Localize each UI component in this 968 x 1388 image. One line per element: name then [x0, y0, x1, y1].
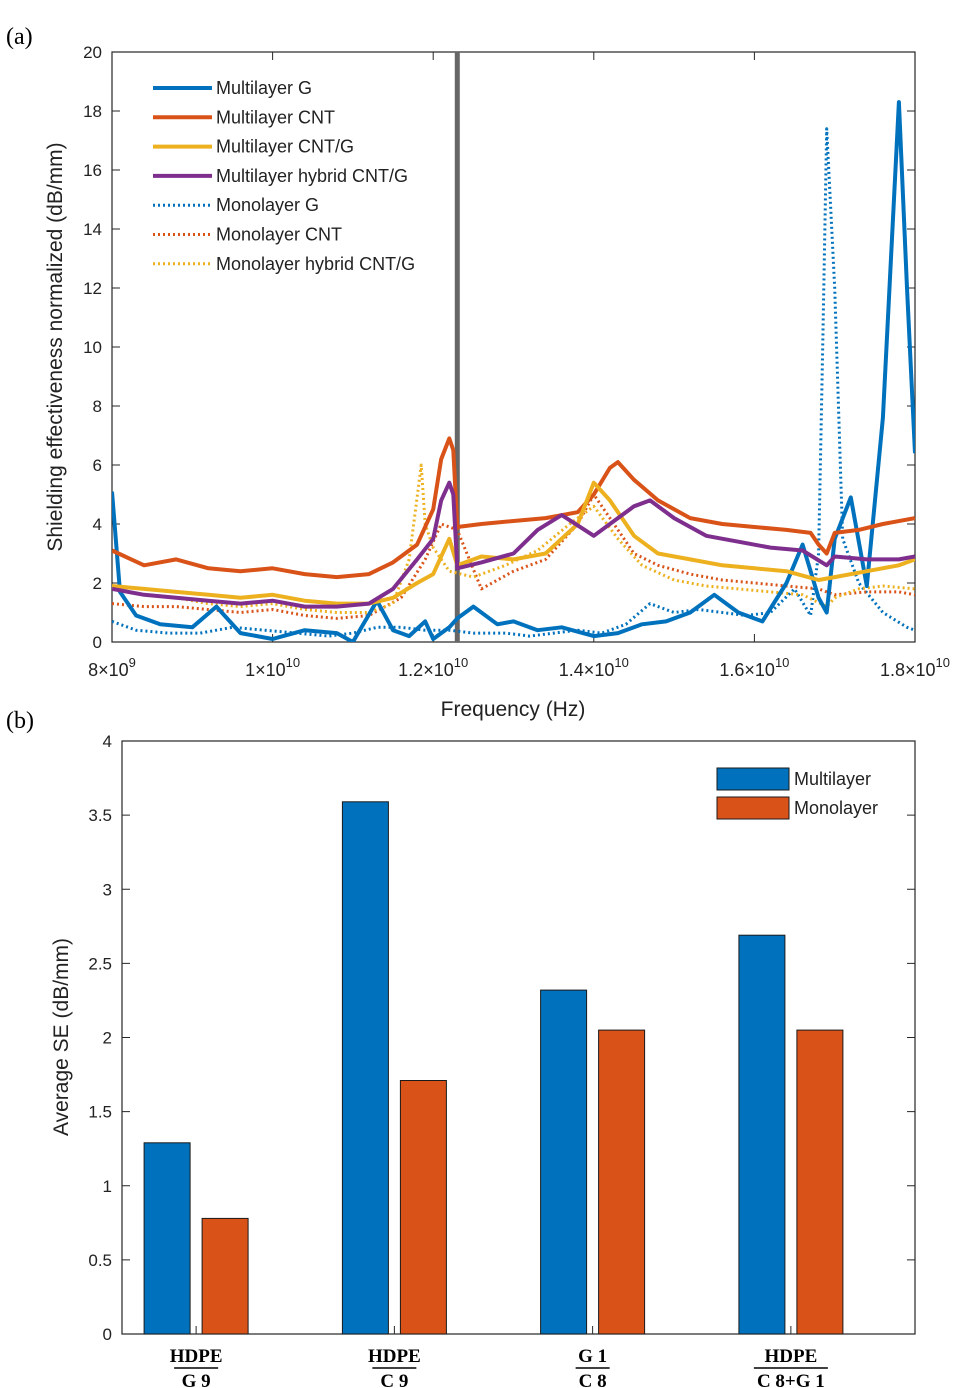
- panel-a-shielding-effectiveness-chart: (a) 0 2 4 6 8 10 12 14 16 18 20 8×109 1×1010 1.2×1010 1…: [6, 24, 950, 721]
- y-tick-label: 3.5: [88, 806, 112, 825]
- y-tick-label: 20: [83, 43, 102, 62]
- legend-swatch-multilayer: [716, 767, 790, 791]
- panel-a-plot-area: [111, 51, 916, 643]
- x-tick-label-denominator: G 9: [182, 1371, 211, 1388]
- y-tick-label: 2: [103, 1029, 112, 1048]
- y-tick-label: 3: [103, 880, 112, 899]
- panel-b-label: (b): [6, 708, 34, 734]
- x-axis-title: Frequency (Hz): [441, 698, 586, 721]
- x-tick-label-denominator: C 9: [380, 1371, 408, 1388]
- x-tick-label: 1.8×1010: [880, 655, 950, 680]
- y-tick-label: 6: [93, 456, 102, 475]
- series-line-monolayer-hybrid-cnt-g: [112, 463, 915, 614]
- x-tick-label-numerator: HDPE: [368, 1346, 421, 1367]
- y-tick-label: 2.5: [88, 954, 112, 973]
- y-axis-title: Shielding effectiveness normalized (dB/m…: [44, 142, 67, 551]
- legend-label-multilayer-g: Multilayer G: [216, 78, 312, 98]
- y-tick-label: 12: [83, 279, 102, 298]
- y-tick-label: 1.5: [88, 1103, 112, 1122]
- bar-monolayer-3: [598, 1029, 646, 1335]
- y-axis-title: Average SE (dB/mm): [50, 938, 73, 1136]
- series-line-multilayer-cnt: [112, 436, 915, 580]
- y-tick-label: 2: [93, 574, 102, 593]
- x-tick-label-numerator: HDPE: [764, 1346, 817, 1367]
- bar-multilayer-2: [341, 801, 389, 1335]
- legend-label-monolayer: Monolayer: [794, 798, 878, 818]
- x-tick-label: 8×109: [88, 655, 136, 680]
- y-tick-label: 18: [83, 102, 102, 121]
- legend-label-multilayer-cnt: Multilayer CNT: [216, 107, 335, 127]
- legend-label-multilayer: Multilayer: [794, 769, 871, 789]
- legend-label-multilayer-hybrid-cnt-g: Multilayer hybrid CNT/G: [216, 166, 408, 186]
- bar-monolayer-4: [796, 1029, 844, 1335]
- x-tick-label-denominator: C 8+G 1: [757, 1371, 825, 1388]
- x-tick-label-numerator: HDPE: [170, 1346, 223, 1367]
- y-tick-label: 4: [103, 732, 112, 751]
- series-line-multilayer-cnt-g: [112, 480, 915, 606]
- panel-a-label: (a): [6, 24, 33, 50]
- y-tick-label: 14: [83, 220, 102, 239]
- y-tick-label: 0: [93, 633, 102, 652]
- y-tick-label: 4: [93, 515, 102, 534]
- series-line-monolayer-cnt: [112, 493, 915, 620]
- legend-swatch-monolayer: [716, 796, 790, 820]
- bar-monolayer-1: [201, 1217, 249, 1335]
- legend-label-monolayer-cnt: Monolayer CNT: [216, 225, 342, 245]
- x-tick-label: 1.4×1010: [559, 655, 629, 680]
- series-line-multilayer-g: [112, 100, 915, 642]
- y-tick-label: 0.5: [88, 1251, 112, 1270]
- y-tick-label: 0: [103, 1325, 112, 1344]
- panel-b-average-se-bar-chart: (b) 0 0.5 1 1.5 2 2.5 3 3.5 4 HDPE G 9 HDPE C 9 G 1 C 8…: [6, 708, 916, 1388]
- bar-monolayer-2: [399, 1080, 447, 1335]
- legend-label-multilayer-cnt-g: Multilayer CNT/G: [216, 137, 354, 157]
- x-tick-label-denominator: C 8: [579, 1371, 607, 1388]
- bar-multilayer-1: [143, 1142, 191, 1335]
- bar-multilayer-3: [540, 989, 588, 1335]
- legend-label-monolayer-g: Monolayer G: [216, 195, 319, 215]
- y-tick-label: 1: [103, 1177, 112, 1196]
- series-line-multilayer-hybrid-cnt-g: [112, 480, 915, 609]
- y-tick-label: 8: [93, 397, 102, 416]
- legend-label-monolayer-hybrid-cnt-g: Monolayer hybrid CNT/G: [216, 254, 415, 274]
- y-tick-label: 10: [83, 338, 102, 357]
- series-line-monolayer-g: [112, 127, 915, 638]
- x-tick-label-numerator: G 1: [578, 1346, 607, 1367]
- x-tick-label: 1.2×1010: [398, 655, 468, 680]
- x-tick-label: 1.6×1010: [719, 655, 789, 680]
- y-tick-label: 16: [83, 161, 102, 180]
- x-tick-label: 1×1010: [245, 655, 300, 680]
- bar-multilayer-4: [738, 934, 786, 1335]
